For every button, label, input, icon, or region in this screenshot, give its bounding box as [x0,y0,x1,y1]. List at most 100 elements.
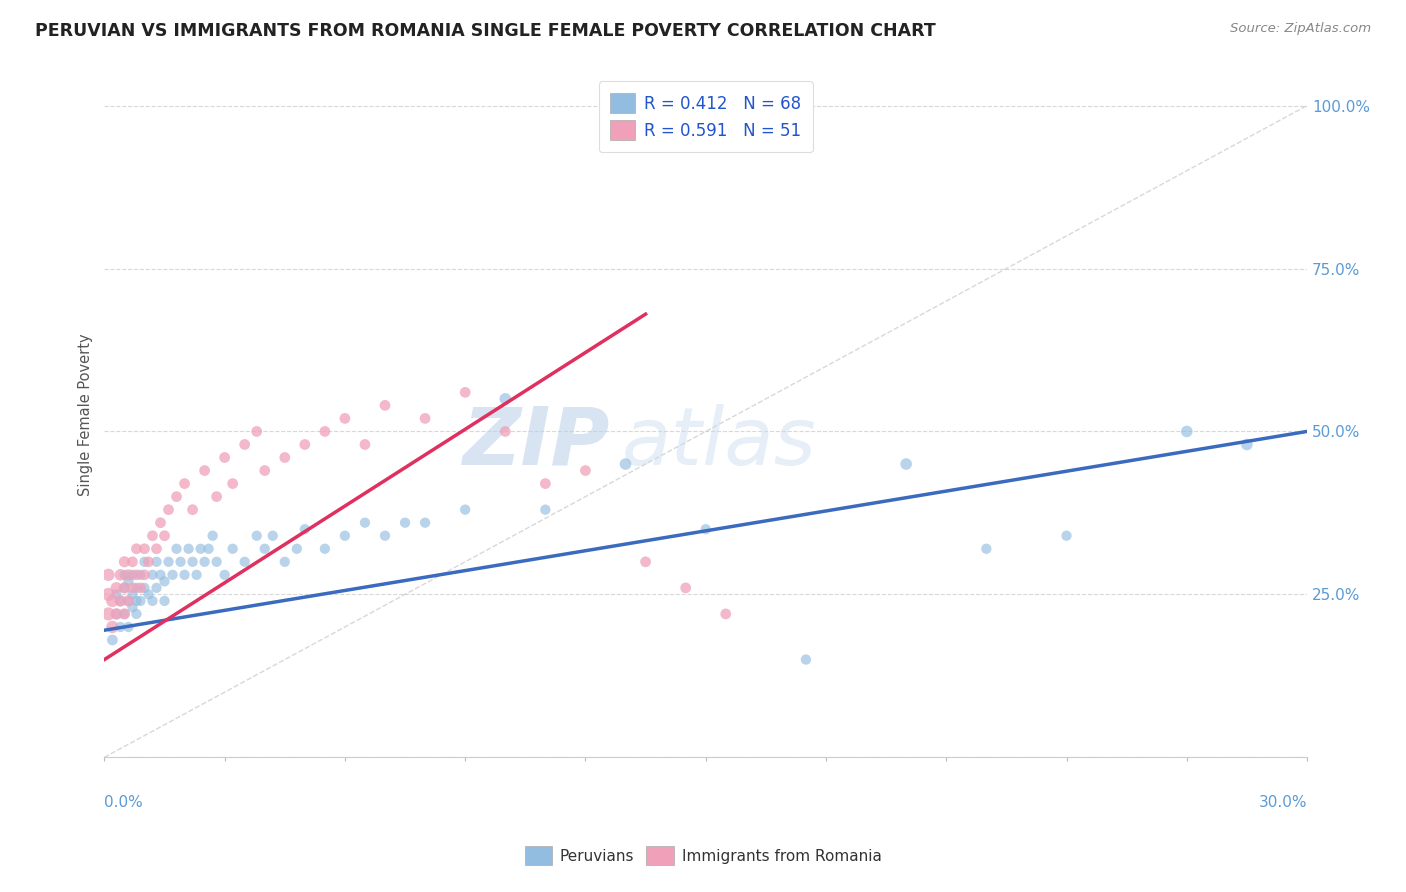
Point [110,594,132,608]
Point [121,567,143,582]
Point [141,567,163,582]
Point [110,594,132,608]
Point [110,620,132,634]
Point [534,502,557,516]
Point [121,555,143,569]
Point [117,594,139,608]
Point [121,581,143,595]
Point [110,567,132,582]
Point [274,555,297,569]
Point [153,594,176,608]
Point [494,392,516,406]
Point [253,541,276,556]
Point [101,632,124,647]
Point [190,541,212,556]
Point [794,652,817,666]
Point [153,574,176,589]
Point [105,607,128,621]
Point [145,581,167,595]
Point [246,529,269,543]
Point [149,567,172,582]
Point [125,581,148,595]
Point [141,594,163,608]
Point [169,555,191,569]
Point [97,587,120,601]
Point [1175,425,1198,439]
Point [121,587,143,601]
Point [354,437,377,451]
Text: 0.0%: 0.0% [104,795,143,810]
Point [634,555,657,569]
Point [205,490,228,504]
Point [112,607,135,621]
Point [105,607,128,621]
Point [101,594,124,608]
Point [333,529,356,543]
Legend: Peruvians, Immigrants from Romania: Peruvians, Immigrants from Romania [519,840,887,871]
Point [197,541,219,556]
Point [285,541,308,556]
Point [181,555,204,569]
Point [134,581,156,595]
Point [134,555,156,569]
Point [105,587,128,601]
Point [214,567,236,582]
Point [121,600,143,615]
Point [201,529,224,543]
Point [294,522,316,536]
Point [374,529,396,543]
Point [162,567,184,582]
Point [374,398,396,412]
Text: ZIP: ZIP [463,403,610,482]
Text: Source: ZipAtlas.com: Source: ZipAtlas.com [1230,22,1371,36]
Point [574,464,596,478]
Point [129,594,152,608]
Point [246,425,269,439]
Point [274,450,297,465]
Point [145,541,167,556]
Text: PERUVIAN VS IMMIGRANTS FROM ROMANIA SINGLE FEMALE POVERTY CORRELATION CHART: PERUVIAN VS IMMIGRANTS FROM ROMANIA SING… [35,22,936,40]
Point [149,516,172,530]
Point [173,476,195,491]
Point [105,581,128,595]
Point [117,574,139,589]
Point [494,425,516,439]
Point [354,516,377,530]
Point [233,437,256,451]
Point [221,541,243,556]
Point [314,425,336,439]
Point [294,437,316,451]
Point [125,567,148,582]
Point [214,450,236,465]
Point [614,457,637,471]
Point [262,529,284,543]
Legend: R = 0.412   N = 68, R = 0.591   N = 51: R = 0.412 N = 68, R = 0.591 N = 51 [599,81,813,152]
Point [253,464,276,478]
Y-axis label: Single Female Poverty: Single Female Poverty [79,334,93,497]
Point [173,567,195,582]
Point [714,607,737,621]
Point [181,502,204,516]
Point [129,581,152,595]
Point [166,490,188,504]
Point [675,581,697,595]
Point [134,567,156,582]
Point [454,502,477,516]
Point [141,529,163,543]
Point [333,411,356,425]
Point [138,587,160,601]
Point [157,502,180,516]
Text: atlas: atlas [621,403,817,482]
Point [129,567,152,582]
Point [112,581,135,595]
Point [394,516,416,530]
Point [125,594,148,608]
Point [112,607,135,621]
Point [145,555,167,569]
Point [413,516,436,530]
Point [101,620,124,634]
Point [894,457,917,471]
Point [976,541,998,556]
Point [413,411,436,425]
Point [138,555,160,569]
